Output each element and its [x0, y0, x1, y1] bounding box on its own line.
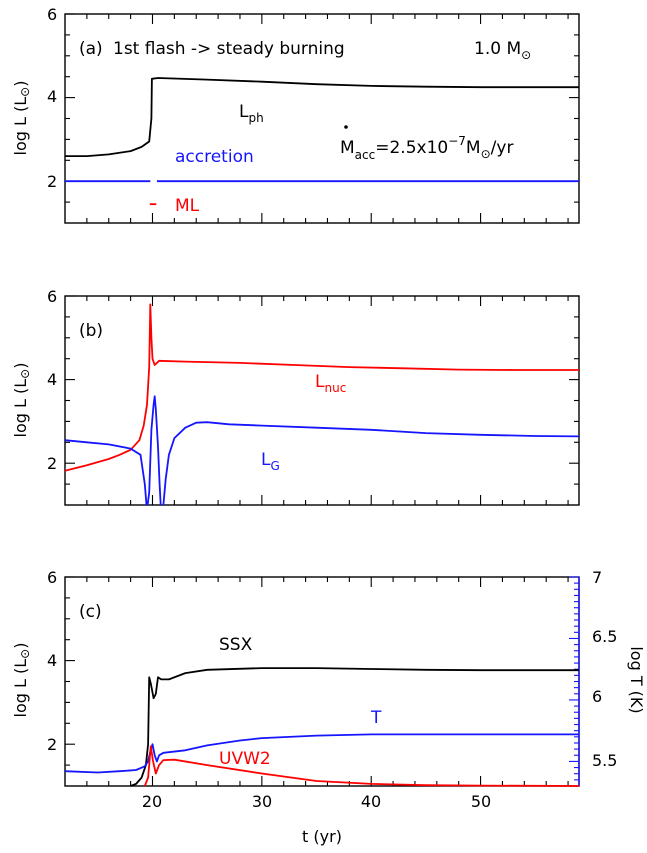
panel-c: 2 4 6 5.5 6 6.5 7 log L (L⊙) log T (K) 2… — [11, 568, 646, 846]
panel-b-series — [64, 303, 580, 506]
panel-c-y2label: log T (K) — [627, 646, 646, 713]
panel-b-series-label-lg: LG — [261, 450, 280, 473]
panel-c-ytick-2: 2 — [47, 735, 57, 754]
series-line-uvw2 — [143, 745, 580, 787]
panel-c-y2tick-6.5: 6.5 — [592, 627, 617, 646]
panel-b: 2 4 6 log L (L⊙) (b) Lnuc LG — [11, 287, 580, 506]
panel-a-series-label-lph: Lph — [239, 102, 264, 125]
series-line-t — [64, 733, 579, 774]
panel-b-ticks — [65, 295, 579, 505]
panel-c-series-label-ssx: SSX — [219, 635, 253, 655]
panel-c-label: (c) — [79, 602, 102, 622]
panel-c-xtick-40: 40 — [361, 792, 381, 811]
panel-c-y2tick-7: 7 — [592, 568, 602, 587]
panel-c-ticks — [65, 576, 579, 786]
panel-b-series-label-lnuc: Lnuc — [315, 372, 346, 395]
panel-c-ytick-6: 6 — [47, 568, 57, 587]
panel-c-xlabel: t (yr) — [302, 827, 342, 846]
series-line-lnuc — [64, 303, 579, 472]
panel-a-mdot-label: Macc=2.5x10−7M⊙/yr — [340, 134, 513, 162]
panel-c-series-label-uvw2: UVW2 — [219, 749, 271, 769]
panel-b-ytick-4: 4 — [47, 370, 57, 389]
panel-c-y2tick-6: 6 — [592, 687, 602, 706]
panel-c-xtick-20: 20 — [142, 792, 162, 811]
series-line-ssx — [130, 667, 579, 787]
panel-a-series-label-accretion: accretion — [175, 147, 254, 167]
panel-c-y2tick-5.5: 5.5 — [592, 751, 617, 770]
series-line-lph — [65, 77, 579, 157]
series-line-lg — [64, 395, 580, 506]
panel-b-frame — [64, 295, 580, 506]
panel-a-title: 1st flash -> steady burning — [113, 39, 345, 59]
panel-b-ytick-2: 2 — [47, 454, 57, 473]
panel-b-label: (b) — [79, 321, 103, 341]
panel-a-ytick-2: 2 — [47, 172, 57, 191]
panel-a-ytick-6: 6 — [47, 5, 57, 24]
panel-c-xtick-50: 50 — [471, 792, 491, 811]
panel-a: 2 4 6 log L (L⊙) (a) 1st flash -> steady… — [11, 5, 580, 224]
panel-b-ylabel: log L (L⊙) — [11, 363, 32, 438]
panel-c-ylabel: log L (L⊙) — [11, 643, 32, 718]
panel-c-xtick-30: 30 — [252, 792, 272, 811]
panel-a-mass-label: 1.0 M⊙ — [474, 39, 531, 62]
panel-a-ylabel: log L (L⊙) — [11, 81, 32, 156]
panel-a-mdot-dot — [344, 125, 348, 129]
panel-c-series-label-t: T — [370, 708, 382, 728]
panel-a-ytick-4: 4 — [47, 87, 57, 106]
panel-a-series — [65, 77, 579, 206]
panel-b-ytick-6: 6 — [47, 287, 57, 306]
panel-c-frame — [64, 576, 580, 787]
panel-a-series-label-ml: ML — [175, 196, 200, 216]
panel-a-label: (a) — [79, 39, 103, 59]
panel-c-series — [64, 667, 580, 787]
panel-c-ytick-4: 4 — [47, 651, 57, 670]
